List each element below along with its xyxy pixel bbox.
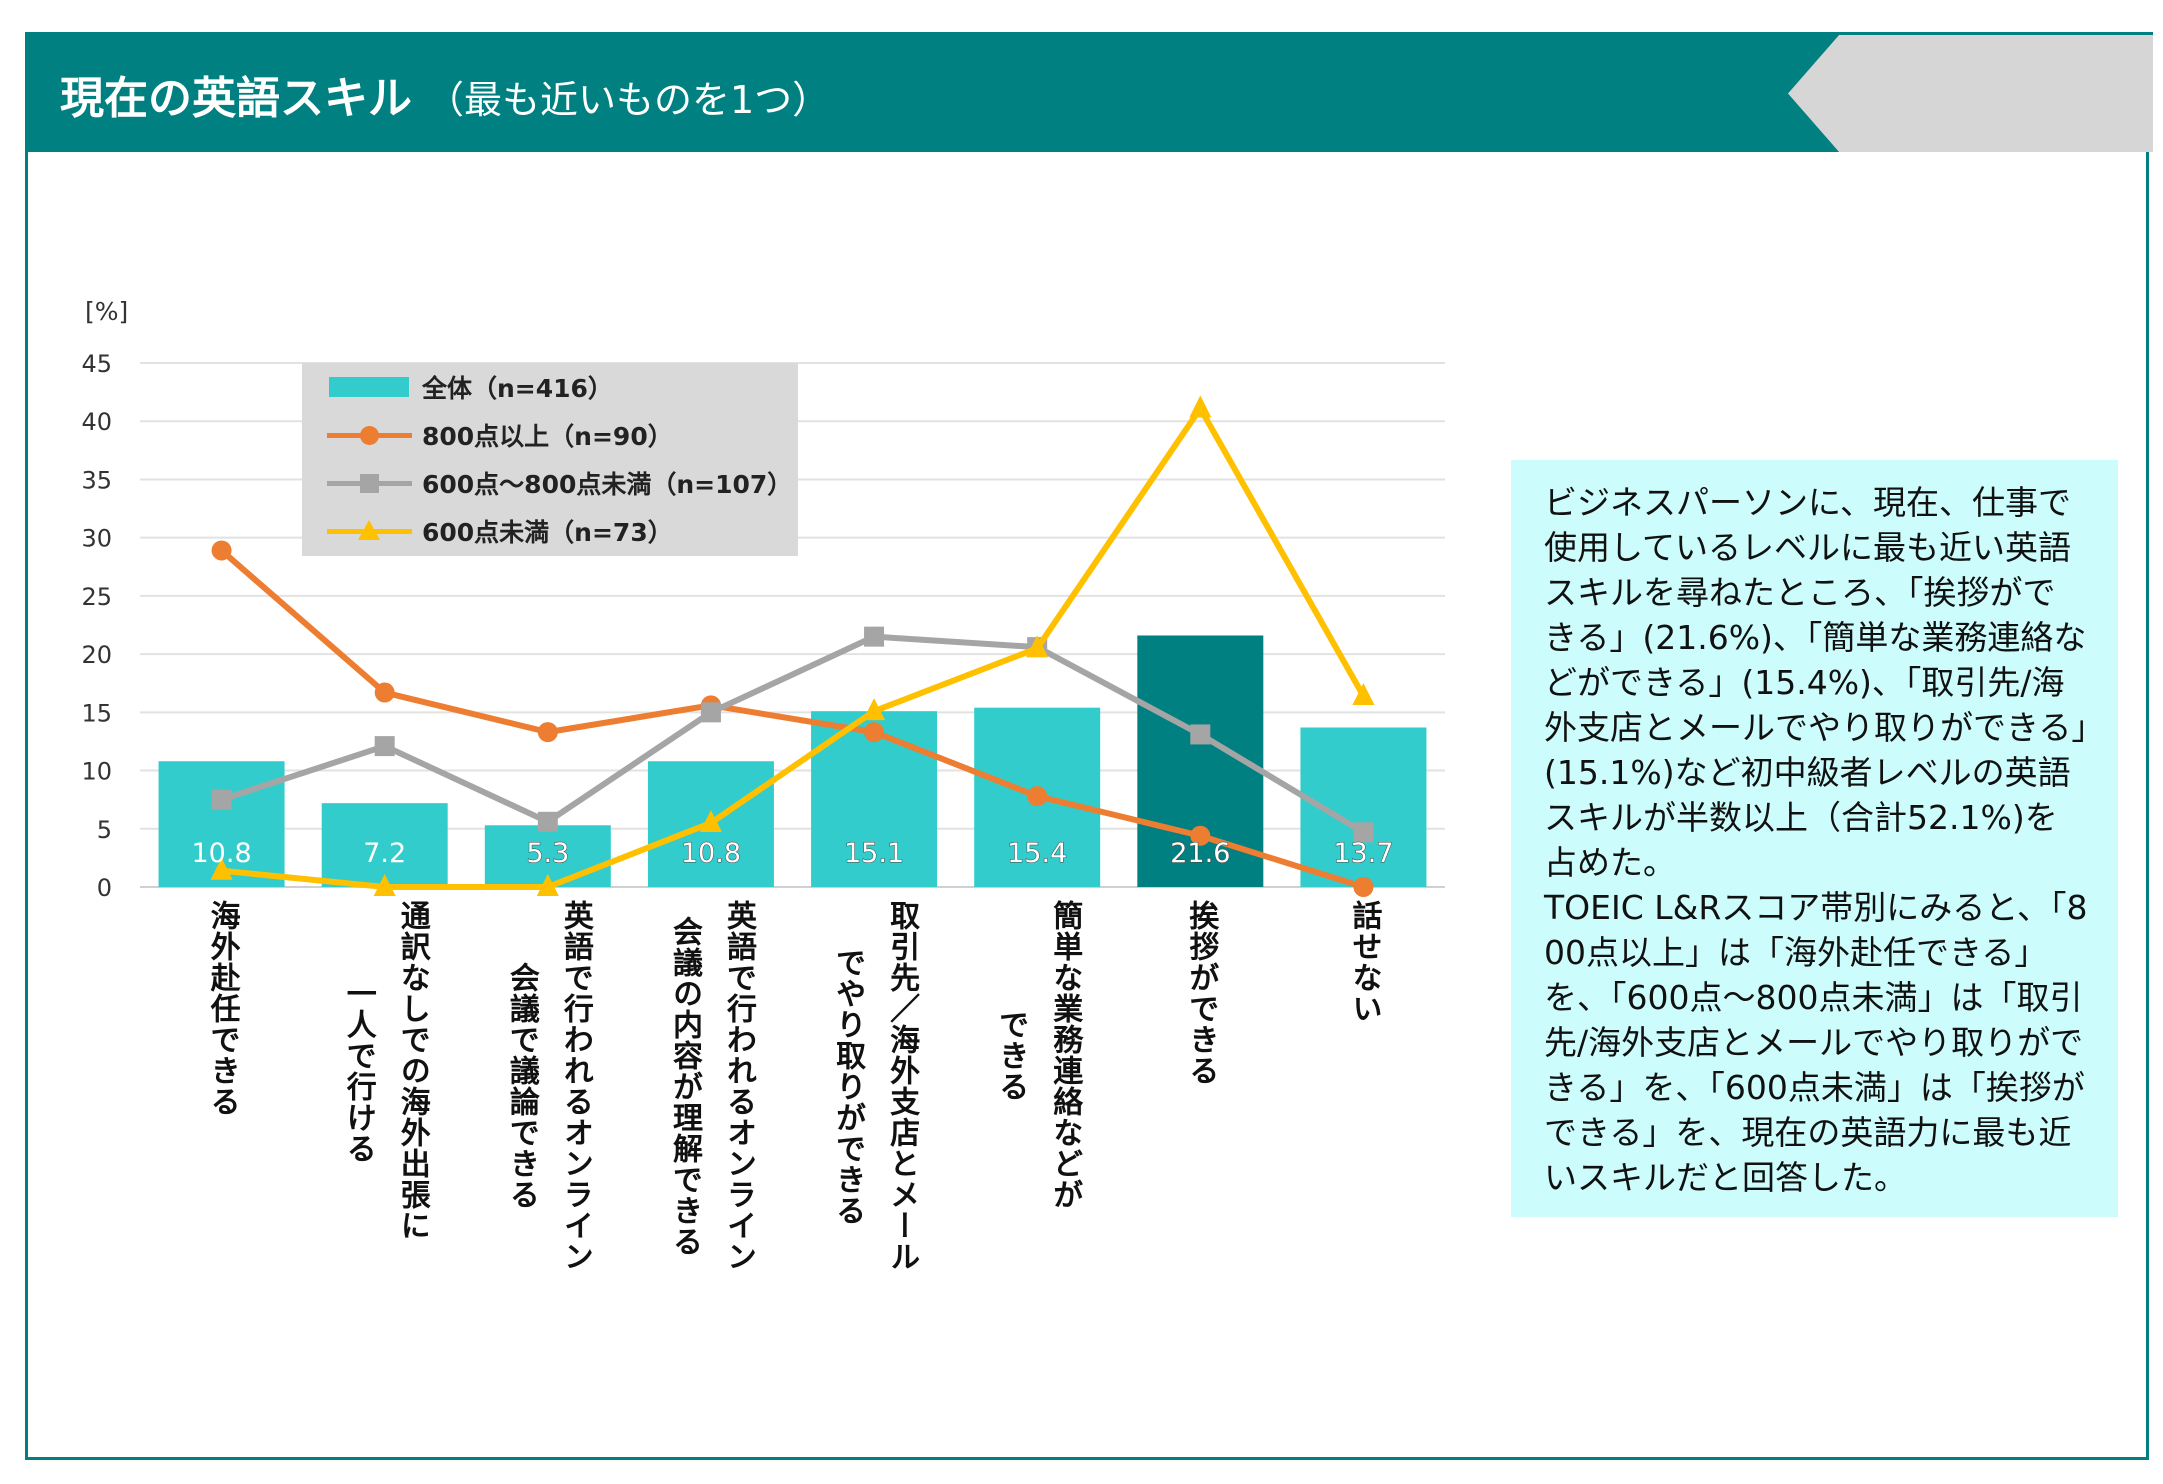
y-tick-label: 25 (81, 583, 112, 611)
data-point-square (700, 702, 721, 723)
legend: 全体（n=416） 800点以上（n=90） 600点～800点未満（n=107… (302, 363, 798, 556)
bar-value-label: 15.4 (1007, 838, 1067, 869)
legend-swatch-bar (327, 367, 412, 407)
y-tick-label: 40 (81, 408, 112, 436)
legend-label: 800点以上（n=90） (422, 422, 673, 451)
page-title: 現在の英語スキル （最も近いものを1つ） (60, 62, 830, 126)
legend-item-over800: 800点以上（n=90） (327, 415, 673, 455)
x-category-label: 英語で行われるオンライン 会議で議論できる (503, 900, 593, 1272)
data-point-triangle (1352, 683, 1375, 706)
x-category-label: 通訳なしでの海外出張に 一人で行ける (340, 900, 430, 1241)
data-point-square (537, 811, 558, 832)
y-tick-label: 15 (81, 699, 112, 727)
summary-paragraph-2: TOEIC L&Rスコア帯別にみると、「800点以上」は「海外赴任できる」を、「… (1544, 888, 2088, 1197)
subtitle-text: （最も近いものを1つ） (426, 78, 831, 122)
y-tick-label: 20 (81, 641, 112, 669)
bar-value-label: 10.8 (681, 838, 741, 869)
data-point-triangle (863, 698, 886, 721)
legend-swatch-square (327, 463, 412, 503)
x-category-label: 挨拶ができる (1183, 900, 1219, 1086)
series-line (219, 548, 1365, 890)
y-tick-label: 5 (97, 816, 112, 844)
bar-value-label: 13.7 (1333, 838, 1393, 869)
legend-label: 600点～800点未満（n=107） (422, 470, 793, 499)
bar-value-label: 15.1 (844, 838, 904, 869)
series-line (221, 405, 1367, 890)
y-tick-label: 45 (81, 350, 112, 378)
summary-textbox: ビジネスパーソンに、現在、仕事で使用しているレベルに最も近い英語スキルを尋ねたと… (1511, 460, 2118, 1217)
y-tick-label: 30 (81, 525, 112, 553)
legend-item-all: 全体（n=416） (327, 367, 613, 407)
data-point-circle (1353, 877, 1374, 897)
bar-value-label: 5.3 (526, 838, 569, 869)
legend-label: 600点未満（n=73） (422, 518, 673, 547)
x-category-label: 海外赴任できる (204, 900, 240, 1117)
legend-swatch-triangle (327, 511, 412, 551)
x-category-label: 英語で行われるオンライン 会議の内容が理解できる (666, 900, 756, 1272)
data-point-square (374, 736, 395, 757)
data-point-square (211, 789, 232, 810)
data-point-circle (864, 722, 885, 743)
legend-swatch-circle (327, 415, 412, 455)
y-tick-label: 10 (81, 758, 112, 786)
summary-paragraph-1: ビジネスパーソンに、現在、仕事で使用しているレベルに最も近い英語スキルを尋ねたと… (1544, 483, 2088, 882)
legend-label: 全体（n=416） (422, 374, 613, 403)
y-tick-label: 0 (97, 874, 112, 902)
legend-item-mid: 600点～800点未満（n=107） (327, 463, 792, 503)
data-point-square (864, 626, 885, 647)
data-point-triangle (210, 857, 233, 880)
data-point-triangle (1026, 635, 1049, 658)
x-category-label: 話せない (1346, 900, 1382, 1024)
data-point-square (1353, 822, 1374, 843)
bar-value-label: 10.8 (192, 838, 252, 869)
x-category-label: 取引先／海外支店とメール でやり取りができる (830, 900, 920, 1272)
header-arrow-decoration (1788, 35, 2153, 152)
bar-value-label: 7.2 (363, 838, 406, 869)
series-line (220, 633, 1365, 835)
data-point-circle (211, 540, 232, 561)
data-point-circle (537, 722, 558, 743)
data-point-triangle (373, 874, 396, 896)
bar (321, 803, 448, 887)
data-point-circle (1027, 786, 1048, 807)
data-point-triangle (1189, 395, 1212, 418)
data-point-square (1190, 724, 1211, 745)
title-text: 現在の英語スキル (60, 73, 412, 124)
x-category-label: 簡単な業務連絡などが できる (993, 900, 1083, 1210)
bar-value-label: 21.6 (1170, 838, 1230, 869)
data-point-triangle (699, 809, 722, 832)
legend-item-under600: 600点未満（n=73） (327, 511, 673, 551)
y-tick-label: 35 (81, 466, 112, 494)
data-point-triangle (536, 874, 559, 896)
y-axis-label: [%] (85, 297, 128, 326)
data-point-circle (374, 682, 395, 703)
data-point-circle (1190, 825, 1211, 846)
